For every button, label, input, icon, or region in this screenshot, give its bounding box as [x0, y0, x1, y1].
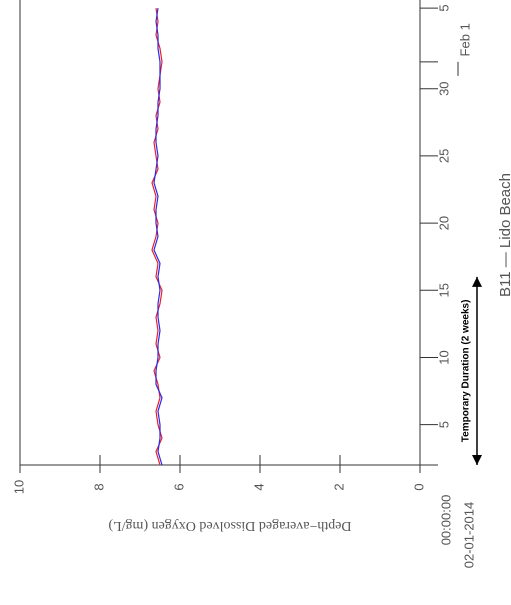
y-tick-label: 4 [251, 483, 266, 490]
y-tick-label: 10 [11, 480, 26, 494]
chart-title: B11 — Lido Beach [497, 173, 511, 297]
series-line [151, 8, 163, 466]
x-tick-label: 5 [436, 421, 451, 428]
x-tick-label: 00:00:00 [438, 495, 453, 546]
x-tick-label: 15 [436, 283, 451, 297]
x-tick-label: 25 [436, 149, 451, 163]
annotation: Temporary Duration (2 weeks) [461, 300, 472, 443]
arrow-head [472, 276, 482, 287]
x-tick-label: 20 [436, 216, 451, 230]
y-tick-label: 0 [411, 483, 426, 490]
x-tick-label: Feb 1 [457, 23, 472, 56]
y-tick-label: 2 [331, 483, 346, 490]
x-tick-label: 10 [436, 350, 451, 364]
y-axis-label: Depth−averaged Dissolved Oxygen (mg/L) [108, 518, 351, 533]
x-tick-label: 5 [436, 4, 451, 11]
start-date: 02-01-2014 [461, 502, 476, 569]
y-tick-label: 6 [171, 483, 186, 490]
arrow-head [472, 455, 482, 465]
x-tick-label: 30 [436, 81, 451, 95]
y-tick-label: 8 [91, 483, 106, 490]
series-line [153, 8, 163, 466]
